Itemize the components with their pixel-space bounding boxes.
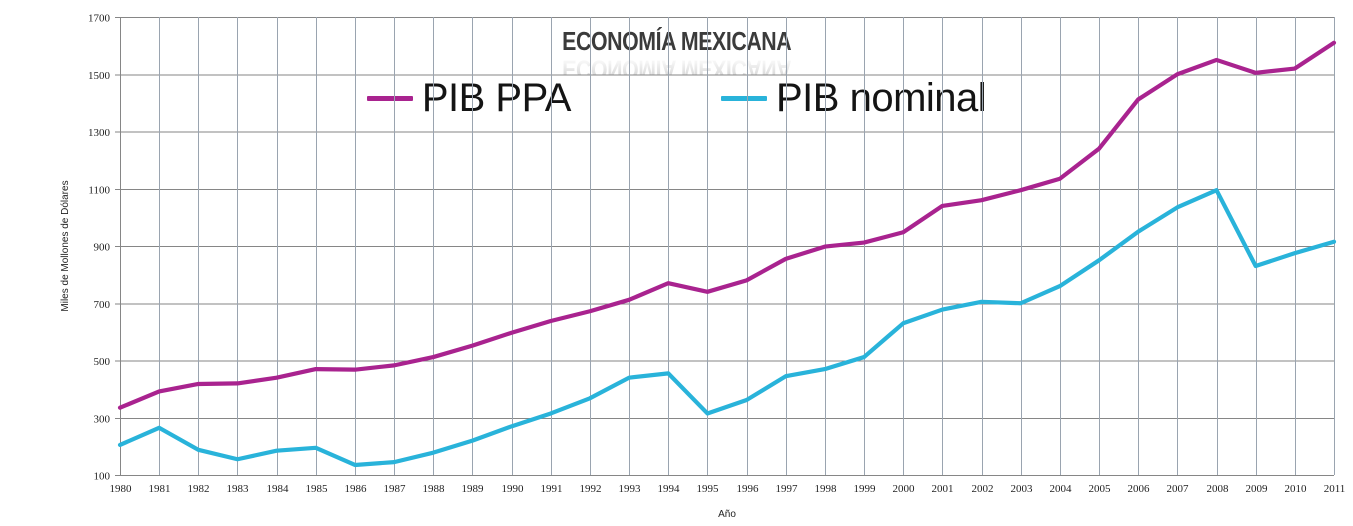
y-tick-label: 100 <box>94 471 111 483</box>
x-tick-label: 1998 <box>815 483 838 495</box>
x-tick-label: 1988 <box>423 483 446 495</box>
y-tick-label: 1100 <box>88 184 110 196</box>
y-tick-label: 1700 <box>88 13 111 25</box>
x-tick-label: 1991 <box>541 483 563 495</box>
x-tick-label: 1986 <box>345 483 368 495</box>
y-tick-label: 500 <box>94 356 111 368</box>
x-tick-label: 2009 <box>1246 483 1269 495</box>
x-tick-label: 2010 <box>1285 483 1308 495</box>
x-tick-label: 1987 <box>384 483 407 495</box>
y-tick-label: 1500 <box>88 70 111 82</box>
x-tick-label: 1995 <box>697 483 720 495</box>
x-tick-label: 2000 <box>893 483 916 495</box>
y-tick-label: 1300 <box>88 127 111 139</box>
x-axis-title: Año <box>718 509 736 520</box>
x-tick-label: 2001 <box>932 483 954 495</box>
x-tick-label: 1990 <box>502 483 525 495</box>
x-tick-label: 1996 <box>737 483 760 495</box>
x-tick-label: 2008 <box>1207 483 1230 495</box>
y-tick-label: 700 <box>94 299 111 311</box>
y-tick-label: 300 <box>94 413 111 425</box>
x-tick-labels: 1980 1981 1982 1983 1984 1985 1986 1987 1988 1989… <box>110 483 1346 495</box>
y-tick-label: 900 <box>94 242 111 254</box>
x-tick-label: 1999 <box>854 483 877 495</box>
x-tick-label: 1997 <box>776 483 799 495</box>
x-tick-label: 1982 <box>188 483 210 495</box>
gridlines-vertical <box>120 17 1335 475</box>
x-tick-label: 2002 <box>972 483 994 495</box>
x-tick-label: 2011 <box>1324 483 1346 495</box>
series-line-pib-ppa <box>117 40 1337 410</box>
x-tick-label: 1983 <box>227 483 250 495</box>
series-lines <box>117 40 1337 468</box>
x-tick-label: 1992 <box>580 483 602 495</box>
y-axis-title: Miles de Mollones de Dólares <box>60 180 71 311</box>
y-tick-marks <box>115 17 120 476</box>
x-tick-label: 2006 <box>1128 483 1151 495</box>
x-tick-label: 2003 <box>1011 483 1034 495</box>
x-tick-label: 1985 <box>306 483 329 495</box>
x-tick-label: 1980 <box>110 483 133 495</box>
y-tick-labels: 1700 1500 1300 1100 900 700 500 300 100 <box>88 13 111 483</box>
x-tick-label: 2004 <box>1050 483 1073 495</box>
x-tick-label: 2005 <box>1089 483 1112 495</box>
x-tick-label: 1989 <box>462 483 485 495</box>
x-tick-label: 2007 <box>1167 483 1190 495</box>
x-tick-label: 1981 <box>149 483 171 495</box>
x-tick-label: 1994 <box>658 483 681 495</box>
x-tick-label: 1993 <box>619 483 642 495</box>
series-line-pib-nominal <box>117 188 1337 468</box>
axis-lines <box>119 17 1334 477</box>
x-tick-label: 1984 <box>267 483 290 495</box>
